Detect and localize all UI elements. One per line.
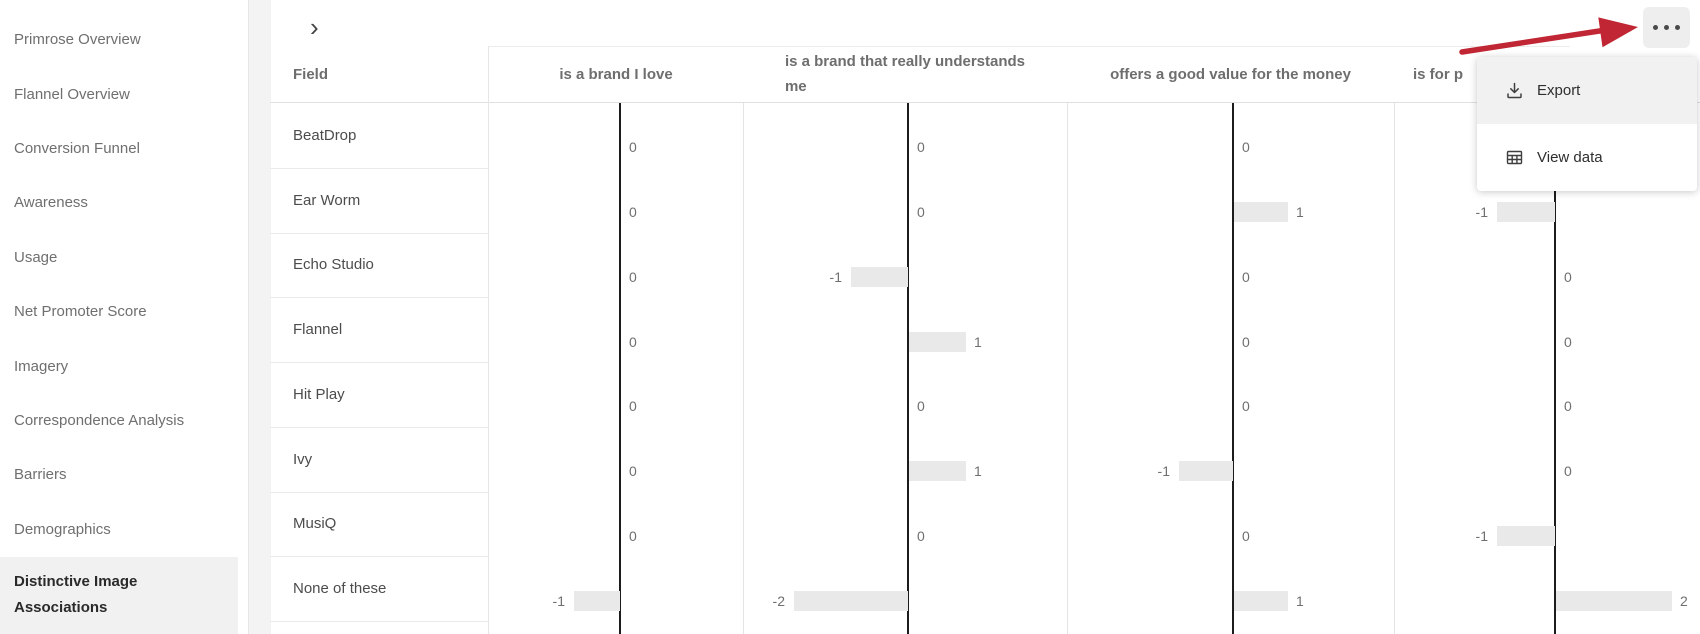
value-label: 0 bbox=[629, 527, 637, 544]
value-label: 0 bbox=[629, 463, 637, 480]
bar-negative bbox=[851, 266, 908, 287]
bar-negative bbox=[1497, 525, 1555, 546]
value-label: 0 bbox=[917, 204, 925, 221]
field-column-header: Field bbox=[293, 65, 329, 83]
value-label: 0 bbox=[629, 398, 637, 415]
sidebar-item-primrose-overview[interactable]: Primrose Overview bbox=[14, 31, 141, 49]
value-label: 1 bbox=[1296, 204, 1304, 221]
menu-item-export[interactable]: Export bbox=[1477, 57, 1697, 124]
menu-item-label: View data bbox=[1537, 149, 1603, 166]
chevron-right-icon[interactable]: › bbox=[310, 12, 319, 42]
overflow-dropdown-menu: Export View data bbox=[1477, 57, 1697, 191]
row-border bbox=[270, 362, 488, 363]
bar-negative bbox=[1179, 461, 1233, 482]
table-row-field: Ear Worm bbox=[293, 191, 361, 209]
axis-line bbox=[619, 103, 621, 634]
overflow-menu-button[interactable] bbox=[1643, 7, 1690, 48]
sidebar-item-conversion-funnel[interactable]: Conversion Funnel bbox=[14, 139, 140, 157]
column-border bbox=[1394, 103, 1395, 634]
value-label: 0 bbox=[1242, 268, 1250, 285]
axis-line bbox=[907, 103, 909, 634]
sidebar-item-demographics[interactable]: Demographics bbox=[14, 520, 111, 538]
table-row-field: MusiQ bbox=[293, 515, 337, 533]
value-label: 0 bbox=[1564, 333, 1572, 350]
row-border bbox=[270, 297, 488, 298]
value-label: 0 bbox=[917, 139, 925, 156]
axis-line bbox=[1554, 103, 1556, 634]
sidebar-item-imagery[interactable]: Imagery bbox=[14, 357, 69, 375]
axis-line bbox=[1232, 103, 1234, 634]
table-row-field: Flannel bbox=[293, 321, 343, 339]
row-border bbox=[270, 492, 488, 493]
value-label: 0 bbox=[917, 527, 925, 544]
column-header-brand-love: is a brand I love bbox=[559, 65, 673, 83]
column-header-good-value: offers a good value for the money bbox=[1110, 65, 1351, 83]
sidebar-item-flannel-overview[interactable]: Flannel Overview bbox=[14, 85, 130, 103]
value-label: 0 bbox=[629, 204, 637, 221]
table-row-field: Echo Studio bbox=[293, 256, 374, 274]
row-border bbox=[270, 427, 488, 428]
column-header-understands-me: is a brand that really understands me bbox=[784, 53, 1026, 95]
value-label: 0 bbox=[629, 139, 637, 156]
value-label: 0 bbox=[1242, 398, 1250, 415]
value-label: 0 bbox=[629, 268, 637, 285]
bar-negative bbox=[1497, 202, 1555, 223]
value-label: 1 bbox=[974, 463, 982, 480]
value-label: -1 bbox=[1157, 463, 1170, 480]
value-label: 0 bbox=[917, 398, 925, 415]
value-label: 1 bbox=[1296, 592, 1304, 609]
bar-positive bbox=[1234, 590, 1288, 611]
bar-positive bbox=[909, 461, 966, 482]
sidebar-item-correspondence-analysis[interactable]: Correspondence Analysis bbox=[14, 411, 185, 429]
field-column-border bbox=[488, 46, 489, 634]
sidebar-item-barriers[interactable]: Barriers bbox=[14, 466, 67, 484]
value-label: -1 bbox=[552, 592, 565, 609]
row-border bbox=[270, 556, 488, 557]
sidebar-nav: Primrose Overview Flannel Overview Convers… bbox=[0, 0, 238, 634]
value-label: 0 bbox=[1242, 527, 1250, 544]
sidebar-item-distinctive-image-associations[interactable]: Distinctive Image Associations bbox=[0, 556, 238, 634]
row-border bbox=[270, 233, 488, 234]
value-label: -1 bbox=[1475, 527, 1488, 544]
value-label: 2 bbox=[1680, 592, 1688, 609]
bar-positive bbox=[909, 331, 966, 352]
value-label: 0 bbox=[1564, 268, 1572, 285]
bar-positive bbox=[1234, 202, 1288, 223]
table-top-border bbox=[488, 46, 1570, 47]
bar-negative bbox=[574, 590, 620, 611]
table-row-field: None of these bbox=[293, 580, 387, 598]
value-label: -1 bbox=[1475, 204, 1488, 221]
value-label: 1 bbox=[974, 333, 982, 350]
column-border bbox=[743, 103, 744, 634]
table-row-field: BeatDrop bbox=[293, 126, 357, 144]
bar-positive bbox=[1556, 590, 1672, 611]
ellipsis-icon bbox=[1653, 25, 1680, 30]
value-label: 0 bbox=[1564, 398, 1572, 415]
menu-item-label: Export bbox=[1537, 82, 1581, 99]
sidebar-item-net-promoter-score[interactable]: Net Promoter Score bbox=[14, 303, 147, 321]
value-label: 0 bbox=[629, 333, 637, 350]
column-border bbox=[1067, 103, 1068, 634]
column-header-is-for: is for p bbox=[1413, 65, 1464, 83]
row-border bbox=[270, 168, 488, 169]
table-row-field: Ivy bbox=[293, 450, 313, 468]
bar-negative bbox=[794, 590, 908, 611]
table-row-field: Hit Play bbox=[293, 385, 345, 403]
value-label: 0 bbox=[1242, 333, 1250, 350]
value-label: -1 bbox=[829, 268, 842, 285]
menu-item-view-data[interactable]: View data bbox=[1477, 124, 1697, 191]
value-label: 0 bbox=[1564, 463, 1572, 480]
download-icon bbox=[1505, 81, 1524, 100]
sidebar-item-awareness[interactable]: Awareness bbox=[14, 194, 88, 212]
value-label: 0 bbox=[1242, 139, 1250, 156]
table-icon bbox=[1505, 148, 1524, 167]
sidebar-item-usage[interactable]: Usage bbox=[14, 248, 58, 266]
value-label: -2 bbox=[772, 592, 785, 609]
header-bottom-border bbox=[270, 102, 1700, 103]
sidebar-divider bbox=[248, 0, 271, 634]
row-border bbox=[270, 621, 488, 622]
